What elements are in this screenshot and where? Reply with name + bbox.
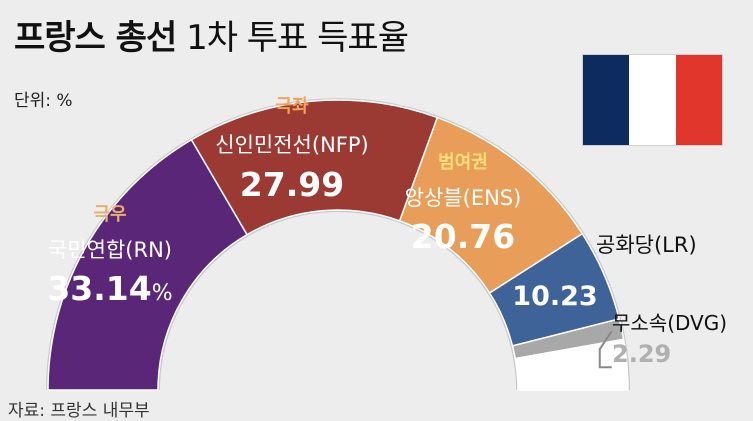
chart-title: 프랑스 총선 1차 투표 득표율 xyxy=(14,10,409,59)
party-label-4: 무소속(DVG) xyxy=(612,311,727,335)
value-suffix-0: % xyxy=(152,281,173,306)
group-label-2: 범여권 xyxy=(438,152,488,173)
value-label-1: 27.99 xyxy=(240,165,344,204)
france-flag xyxy=(583,55,722,145)
value-label-4: 2.29 xyxy=(612,340,671,368)
leader-line-4 xyxy=(598,330,613,369)
flag-stripe-blue xyxy=(583,55,630,145)
party-label-2: 앙상블(ENS) xyxy=(405,186,522,210)
title-light: 1차 투표 득표율 xyxy=(186,18,409,58)
title-bold: 프랑스 총선 xyxy=(14,18,177,58)
flag-stripe-red xyxy=(675,55,722,145)
value-label-3: 10.23 xyxy=(512,281,597,312)
value-label-2: 20.76 xyxy=(411,217,515,256)
group-label-0: 극우 xyxy=(93,204,126,225)
flag-stripe-white xyxy=(629,55,676,145)
party-label-3: 공화당(LR) xyxy=(596,233,697,257)
party-label-1: 신인민전선(NFP) xyxy=(215,133,368,157)
group-label-1: 극좌 xyxy=(275,96,309,117)
slice-0 xyxy=(47,138,249,391)
unit-label: 단위: % xyxy=(14,91,73,111)
source-label: 자료: 프랑스 내무부 xyxy=(8,401,150,421)
party-label-0: 국민연합(RN) xyxy=(48,238,172,262)
